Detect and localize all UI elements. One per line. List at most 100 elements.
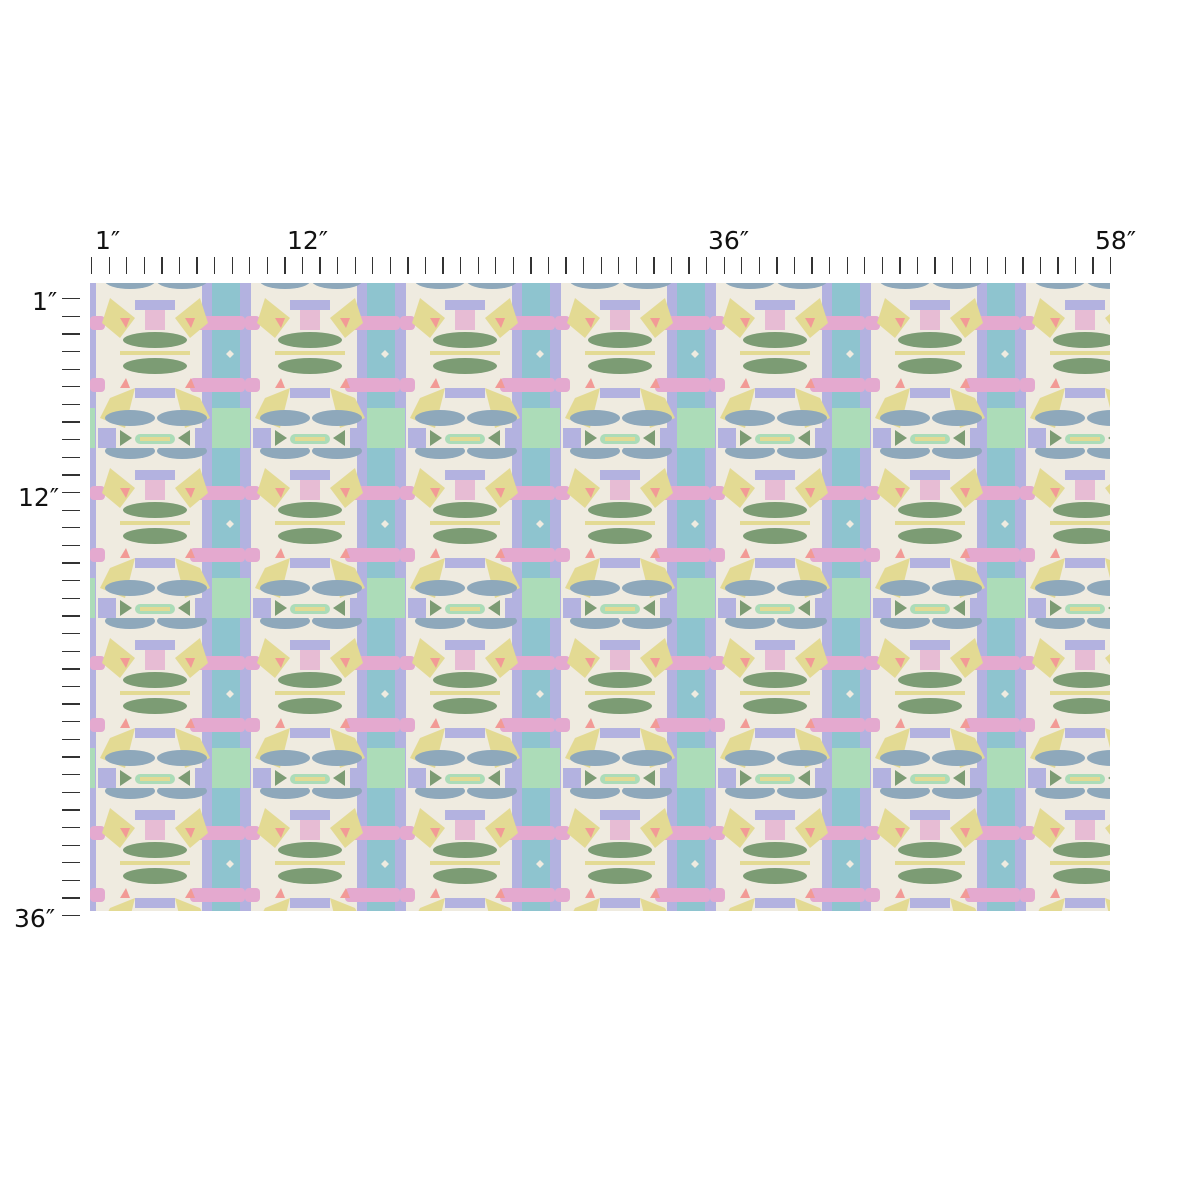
- ruler-tick: [266, 257, 268, 274]
- ruler-tick: [178, 257, 181, 274]
- ruler-tick: [62, 386, 80, 388]
- ruler-tick: [62, 756, 80, 758]
- ruler-tick: [62, 721, 80, 723]
- ruler-tick: [62, 439, 80, 441]
- ruler-tick: [969, 257, 971, 274]
- ruler-tick: [1092, 257, 1094, 274]
- ruler-tick: [1004, 257, 1006, 274]
- ruler-tick: [881, 257, 883, 274]
- ruler-tick: [319, 257, 321, 274]
- ruler-tick: [477, 257, 479, 274]
- ruler-tick: [62, 879, 80, 882]
- ruler-tick: [62, 368, 80, 370]
- ruler-tick: [62, 791, 80, 793]
- ruler-tick: [670, 257, 673, 274]
- ruler-tick: [62, 703, 80, 705]
- ruler-tick: [161, 257, 163, 274]
- ruler-tick: [62, 897, 80, 899]
- ruler-tick: [62, 862, 80, 864]
- ruler-tick: [62, 315, 80, 317]
- ruler-tick: [62, 668, 80, 670]
- ruler-tick: [62, 544, 80, 547]
- ruler-tick: [828, 257, 831, 274]
- ruler-tick: [424, 257, 427, 274]
- ruler-tick: [372, 257, 374, 274]
- ruler-tick: [62, 403, 80, 406]
- ruler-tick: [284, 257, 286, 274]
- ruler-tick: [1039, 257, 1042, 274]
- ruler-tick: [62, 826, 80, 829]
- ruler-tick: [951, 257, 954, 274]
- ruler-tick: [1074, 257, 1077, 274]
- ruler-tick: [864, 257, 866, 274]
- ruler-tick: [62, 527, 80, 529]
- ruler-tick: [916, 257, 919, 274]
- ruler-tick: [62, 509, 80, 511]
- ruler-tick: [582, 257, 585, 274]
- left-ruler-label-36: 36″: [14, 904, 56, 933]
- ruler-tick: [126, 257, 128, 274]
- ruler-tick: [62, 421, 80, 423]
- ruler-tick: [600, 257, 602, 274]
- top-ruler-label-12: 12″: [287, 226, 329, 255]
- ruler-tick: [62, 685, 80, 688]
- ruler-tick: [62, 562, 80, 564]
- ruler-tick: [62, 597, 80, 599]
- ruler-tick: [934, 257, 936, 274]
- top-ruler-label-58: 58″: [1095, 226, 1137, 255]
- ruler-tick: [62, 580, 80, 582]
- ruler-tick: [389, 257, 391, 274]
- ruler-tick: [62, 632, 80, 635]
- ruler-tick: [758, 257, 760, 274]
- ruler-tick: [442, 257, 444, 274]
- ruler-tick: [108, 257, 110, 274]
- ruler-tick: [196, 257, 198, 274]
- ruler-tick: [62, 333, 80, 335]
- fabric-pattern: [90, 283, 1110, 911]
- ruler-tick: [62, 456, 80, 458]
- ruler-tick: [301, 257, 304, 274]
- ruler-tick: [1057, 257, 1059, 274]
- ruler-tick: [512, 257, 514, 274]
- ruler-tick: [705, 257, 708, 274]
- ruler-tick: [62, 774, 80, 776]
- ruler-tick: [618, 257, 620, 274]
- top-ruler-label-1: 1″: [95, 226, 121, 255]
- ruler-tick: [62, 298, 80, 300]
- ruler-tick: [62, 615, 80, 617]
- ruler-tick: [249, 257, 251, 274]
- ruler-tick: [688, 257, 690, 274]
- ruler-tick: [793, 257, 796, 274]
- ruler-tick: [547, 257, 550, 274]
- fabric-swatch: [90, 283, 1110, 911]
- left-ruler-label-1: 1″: [32, 287, 58, 316]
- ruler-tick: [723, 257, 725, 274]
- ruler-tick: [62, 738, 80, 741]
- ruler-tick: [899, 257, 901, 274]
- ruler-tick: [653, 257, 655, 274]
- ruler-tick: [776, 257, 778, 274]
- ruler-tick: [62, 844, 80, 846]
- ruler-tick: [1022, 257, 1024, 274]
- top-ruler-label-36: 36″: [708, 226, 750, 255]
- ruler-tick: [811, 257, 813, 274]
- ruler-tick: [530, 257, 532, 274]
- ruler-tick: [495, 257, 497, 274]
- ruler-tick: [354, 257, 356, 274]
- ruler-tick: [336, 257, 339, 274]
- ruler-tick: [846, 257, 848, 274]
- ruler-tick: [91, 257, 93, 274]
- ruler-tick: [62, 350, 80, 353]
- ruler-tick: [565, 257, 567, 274]
- ruler-tick: [62, 915, 80, 917]
- ruler-tick: [1110, 257, 1112, 274]
- ruler-tick: [62, 650, 80, 652]
- ruler-tick: [143, 257, 145, 274]
- ruler-tick: [741, 257, 743, 274]
- ruler-tick: [635, 257, 637, 274]
- ruler-tick: [459, 257, 462, 274]
- ruler-tick: [62, 809, 80, 811]
- ruler-tick: [62, 474, 80, 476]
- ruler-tick: [62, 491, 80, 494]
- ruler-tick: [987, 257, 989, 274]
